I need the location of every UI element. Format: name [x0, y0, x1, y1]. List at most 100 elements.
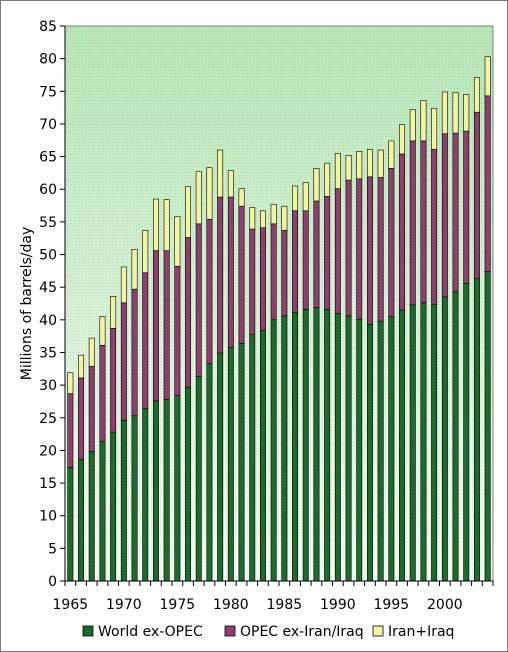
bar-1985-series-3 — [281, 205, 288, 231]
bar-1978-series-2 — [206, 218, 213, 364]
y-tick-label-65: 65 — [39, 150, 57, 166]
bar-1986-series-1 — [292, 312, 299, 582]
bar-1988-series-1 — [313, 307, 320, 582]
bar-1969-series-2 — [110, 328, 117, 433]
bar-1972-series-2 — [142, 272, 149, 409]
bar-1965-series-1 — [67, 467, 74, 582]
bar-1968-series-3 — [99, 316, 106, 346]
bar-1995-series-3 — [388, 140, 395, 169]
bar-1975-series-1 — [174, 395, 181, 582]
bar-1992-series-3 — [356, 151, 363, 180]
bar-2003-series-3 — [473, 77, 480, 113]
x-tick-label-1970: 1970 — [106, 597, 142, 613]
bar-1970-series-3 — [120, 266, 127, 304]
bar-1981-series-3 — [238, 188, 245, 207]
bar-1968-series-1 — [99, 440, 106, 582]
y-tick-label-10: 10 — [39, 509, 57, 525]
y-tick-label-75: 75 — [39, 84, 57, 100]
bar-1999-series-1 — [431, 303, 438, 582]
bar-1994-series-2 — [377, 177, 384, 322]
y-tick-label-85: 85 — [39, 19, 57, 35]
bar-2002-series-1 — [463, 282, 470, 582]
bar-1998-series-2 — [420, 140, 427, 304]
bar-1996-series-3 — [399, 124, 406, 155]
bar-1990-series-1 — [334, 312, 341, 582]
y-tick-label-80: 80 — [39, 52, 57, 68]
bar-1966-series-3 — [78, 354, 85, 379]
bar-1980-series-2 — [227, 196, 234, 348]
bar-2004-series-1 — [484, 271, 491, 582]
bar-1973-series-1 — [152, 400, 159, 582]
x-tick-label-1980: 1980 — [213, 597, 249, 613]
bar-1989-series-1 — [324, 309, 331, 582]
bar-1979-series-3 — [217, 149, 224, 198]
bar-2002-series-3 — [463, 94, 470, 132]
y-tick-label-35: 35 — [39, 345, 57, 361]
y-tick-label-70: 70 — [39, 117, 57, 133]
bar-1972-series-1 — [142, 408, 149, 582]
bar-1991-series-3 — [345, 154, 352, 181]
bar-1988-series-2 — [313, 200, 320, 308]
legend-swatch-3 — [372, 625, 384, 637]
bar-1977-series-2 — [195, 223, 202, 377]
bar-1996-series-2 — [399, 153, 406, 311]
bar-1993-series-3 — [366, 149, 373, 178]
y-tick-label-20: 20 — [39, 443, 57, 459]
y-axis-title: Millions of barrels/day — [19, 227, 35, 380]
y-tick-label-55: 55 — [39, 215, 57, 231]
bar-1997-series-2 — [409, 140, 416, 306]
bar-1966-series-2 — [78, 377, 85, 460]
bar-1973-series-2 — [152, 250, 159, 402]
legend-label-1: World ex-OPEC — [98, 624, 203, 640]
bar-1998-series-1 — [420, 302, 427, 582]
bar-1991-series-2 — [345, 179, 352, 317]
bar-2000-series-3 — [441, 91, 448, 135]
bar-1992-series-1 — [356, 318, 363, 582]
bar-1988-series-3 — [313, 168, 320, 202]
bar-1970-series-2 — [120, 302, 127, 421]
bar-1998-series-3 — [420, 100, 427, 142]
y-tick-label-45: 45 — [39, 280, 57, 296]
bar-1983-series-1 — [259, 329, 266, 582]
bar-1980-series-3 — [227, 170, 234, 198]
bar-1980-series-1 — [227, 346, 234, 582]
bar-1982-series-1 — [249, 333, 256, 582]
bar-1981-series-1 — [238, 343, 245, 582]
bar-1985-series-1 — [281, 315, 288, 582]
bar-1971-series-2 — [131, 288, 138, 417]
bar-1978-series-1 — [206, 363, 213, 582]
bar-1982-series-2 — [249, 228, 256, 335]
bar-1974-series-3 — [163, 199, 170, 251]
bar-1974-series-2 — [163, 250, 170, 400]
bar-1972-series-3 — [142, 230, 149, 274]
bar-2001-series-2 — [452, 132, 459, 293]
bar-1996-series-1 — [399, 309, 406, 582]
bar-1975-series-2 — [174, 265, 181, 396]
y-tick-label-5: 5 — [48, 541, 57, 557]
x-tick-label-1995: 1995 — [374, 597, 410, 613]
bar-1971-series-1 — [131, 415, 138, 582]
bar-1984-series-2 — [270, 223, 277, 321]
bar-1967-series-3 — [88, 337, 95, 367]
bar-1967-series-2 — [88, 365, 95, 453]
bar-1986-series-3 — [292, 185, 299, 212]
bar-1969-series-1 — [110, 431, 117, 582]
y-tick-label-30: 30 — [39, 378, 57, 394]
bar-2004-series-3 — [484, 56, 491, 97]
x-tick-label-2000: 2000 — [427, 597, 463, 613]
bar-1995-series-2 — [388, 168, 395, 317]
bar-1997-series-1 — [409, 304, 416, 582]
x-tick-label-1990: 1990 — [320, 597, 356, 613]
bar-1969-series-3 — [110, 296, 117, 329]
bar-1989-series-2 — [324, 196, 331, 310]
bar-2000-series-1 — [441, 296, 448, 582]
bar-2001-series-1 — [452, 291, 459, 582]
x-tick-label-1975: 1975 — [160, 597, 196, 613]
x-tick-label-1965: 1965 — [53, 597, 89, 613]
bar-1987-series-2 — [302, 210, 309, 310]
bar-2004-series-2 — [484, 95, 491, 272]
plot-texture — [65, 26, 493, 581]
legend-swatch-1 — [82, 625, 94, 637]
bar-2002-series-2 — [463, 130, 470, 284]
